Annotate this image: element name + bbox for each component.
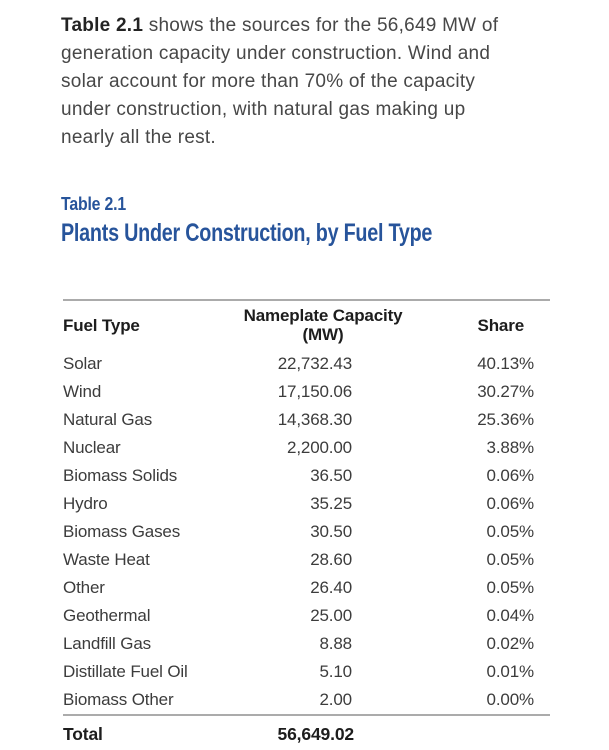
- table-row: Biomass Solids 36.50 0.06%: [63, 462, 550, 490]
- share-cell: 30.27%: [477, 382, 534, 401]
- total-capacity: 56,649.02: [228, 714, 418, 750]
- fuel-type-cell: Natural Gas: [63, 410, 153, 429]
- intro-line: nearly all the rest.: [61, 127, 216, 148]
- capacity-cell: 30.50: [310, 522, 352, 541]
- table-row: Waste Heat 28.60 0.05%: [63, 546, 550, 574]
- table-footer: Total 56,649.02: [63, 714, 550, 750]
- share-cell: 0.02%: [486, 634, 535, 653]
- fuel-type-cell: Distillate Fuel Oil: [63, 662, 188, 681]
- table-title: Plants Under Construction, by Fuel Type: [61, 219, 433, 247]
- intro-line: under construction, with natural gas mak…: [61, 99, 466, 120]
- table-header: Fuel Type Nameplate Capacity (MW) Share: [63, 300, 550, 350]
- table-row: Biomass Gases 30.50 0.05%: [63, 518, 550, 546]
- share-cell: 0.05%: [486, 578, 535, 597]
- capacity-cell: 25.00: [310, 606, 352, 625]
- capacity-cell: 2.00: [319, 690, 353, 709]
- intro-line: solar account for more than 70% of the c…: [61, 71, 476, 92]
- table-row: Distillate Fuel Oil 5.10 0.01%: [63, 658, 550, 686]
- capacity-cell: 14,368.30: [277, 410, 352, 429]
- table-row: Nuclear 2,200.00 3.88%: [63, 434, 550, 462]
- share-cell: 40.13%: [477, 354, 534, 373]
- fuel-type-cell: Geothermal: [63, 606, 151, 625]
- capacity-cell: 5.10: [319, 662, 353, 681]
- fuel-type-table: Fuel Type Nameplate Capacity (MW) Share …: [63, 299, 550, 750]
- table-body: Solar 22,732.43 40.13% Wind 17,150.06 30.27% N…: [63, 350, 550, 715]
- table-row: Landfill Gas 8.88 0.02%: [63, 630, 550, 658]
- col-header-fuel-type: Fuel Type: [63, 315, 140, 335]
- intro-line: Table 2.1 shows the sources for the 56,6…: [61, 12, 498, 40]
- share-cell: 0.06%: [486, 466, 535, 485]
- total-share: [418, 714, 550, 750]
- header-row: Fuel Type Nameplate Capacity (MW) Share: [63, 300, 550, 350]
- fuel-type-cell: Waste Heat: [63, 550, 150, 569]
- table-title-block: Table 2.1 Plants Under Construction, by …: [61, 194, 531, 248]
- table-row: Wind 17,150.06 30.27%: [63, 378, 550, 406]
- capacity-cell: 36.50: [310, 466, 352, 485]
- fuel-type-cell: Wind: [63, 382, 102, 401]
- share-cell: 0.05%: [486, 550, 535, 569]
- capacity-cell: 2,200.00: [287, 438, 352, 457]
- col-header-share: Share: [477, 315, 525, 335]
- intro-line-text: shows the sources for the 56,649 MW of: [148, 15, 499, 36]
- fuel-type-cell: Hydro: [63, 494, 108, 513]
- table-row: Solar 22,732.43 40.13%: [63, 350, 550, 378]
- share-cell: 25.36%: [477, 410, 534, 429]
- total-label: Total: [63, 714, 228, 750]
- fuel-type-cell: Landfill Gas: [63, 634, 151, 653]
- table-row: Geothermal 25.00 0.04%: [63, 602, 550, 630]
- table-row: Biomass Other 2.00 0.00%: [63, 686, 550, 715]
- capacity-cell: 17,150.06: [277, 382, 352, 401]
- intro-paragraph: Table 2.1 shows the sources for the 56,6…: [61, 12, 498, 152]
- share-cell: 0.06%: [486, 494, 535, 513]
- fuel-type-cell: Biomass Solids: [63, 466, 178, 485]
- capacity-cell: 26.40: [310, 578, 352, 597]
- fuel-type-cell: Biomass Gases: [63, 522, 181, 541]
- share-cell: 0.05%: [486, 522, 535, 541]
- share-cell: 0.00%: [486, 690, 535, 709]
- col-header-capacity: Nameplate Capacity (MW): [243, 306, 403, 344]
- capacity-cell: 8.88: [319, 634, 353, 653]
- table-number-label: Table 2.1: [61, 194, 127, 214]
- intro-line: generation capacity under construction. …: [61, 43, 491, 64]
- capacity-cell: 22,732.43: [277, 354, 352, 373]
- share-cell: 0.04%: [486, 606, 535, 625]
- table-row: Natural Gas 14,368.30 25.36%: [63, 406, 550, 434]
- fuel-type-cell: Nuclear: [63, 438, 121, 457]
- fuel-type-cell: Solar: [63, 354, 102, 373]
- fuel-type-cell: Other: [63, 578, 105, 597]
- total-row: Total 56,649.02: [63, 714, 550, 750]
- share-cell: 0.01%: [486, 662, 535, 681]
- fuel-type-cell: Biomass Other: [63, 690, 174, 709]
- table-row: Hydro 35.25 0.06%: [63, 490, 550, 518]
- intro-lead-bold: Table 2.1: [61, 15, 144, 36]
- capacity-cell: 28.60: [310, 550, 352, 569]
- capacity-cell: 35.25: [310, 494, 352, 513]
- table-row: Other 26.40 0.05%: [63, 574, 550, 602]
- share-cell: 3.88%: [486, 438, 535, 457]
